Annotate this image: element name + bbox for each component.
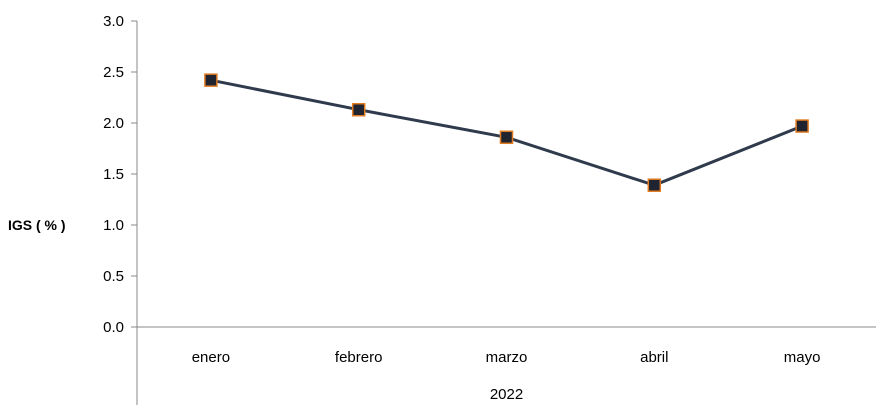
y-tick-label: 0.0: [103, 319, 124, 336]
y-tick-label: 0.5: [103, 268, 124, 285]
data-point-marker: [647, 178, 662, 192]
data-point-marker: [499, 130, 514, 145]
y-tick-label: 2.5: [103, 64, 124, 81]
y-tick-label: 2.0: [103, 115, 124, 132]
y-tick-label: 1.5: [103, 166, 124, 183]
x-tick-label: abril: [640, 349, 668, 366]
x-tick-label: mayo: [784, 349, 821, 366]
data-point-marker: [351, 102, 366, 117]
x-tick-label: enero: [192, 349, 230, 366]
series-layer: [204, 73, 809, 192]
x-group-label: 2022: [490, 386, 523, 403]
data-point-marker: [204, 73, 218, 87]
x-axis: enero febrero marzo abril mayo: [137, 326, 876, 366]
data-point-marker: [795, 119, 809, 133]
y-axis-title: IGS ( % ): [8, 217, 66, 233]
y-tick-label: 3.0: [103, 13, 124, 30]
x-tick-label: febrero: [335, 349, 383, 366]
y-axis: 0.0 0.5 1.0 1.5 2.0 2.5 3.0: [103, 13, 138, 405]
y-tick-label: 1.0: [103, 217, 124, 234]
x-tick-label: marzo: [486, 349, 528, 366]
